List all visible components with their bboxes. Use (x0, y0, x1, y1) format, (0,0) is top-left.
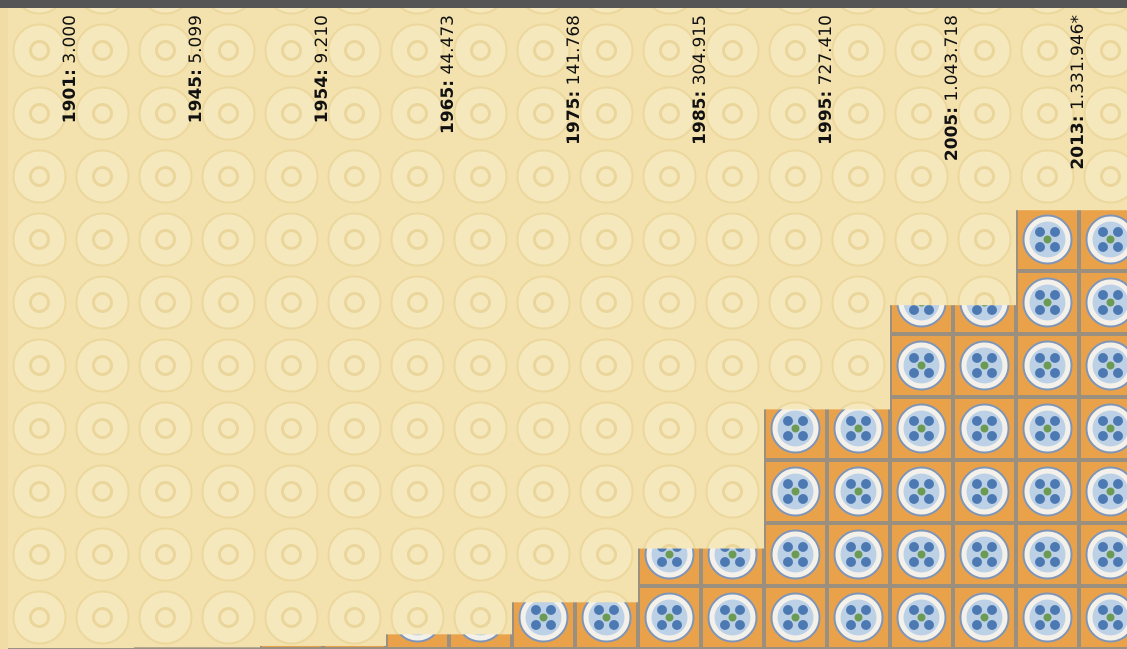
category-label: 1945: (186, 69, 206, 123)
bar-label: 2005: 1.043.718 (942, 15, 962, 161)
category-label: 2005: (942, 107, 962, 161)
bar (386, 634, 512, 649)
value-label: 304.915 (690, 15, 710, 85)
left-strip (0, 8, 8, 649)
bar-label: 1985: 304.915 (690, 15, 710, 145)
bar-label: 1954: 9.210 (312, 15, 332, 123)
bar (890, 305, 1016, 649)
value-label: 3.000 (60, 15, 80, 64)
bar (764, 409, 890, 649)
category-label: 1965: (438, 80, 458, 134)
value-label: 141.768 (564, 15, 584, 85)
category-label: 1975: (564, 91, 584, 145)
category-label: 1995: (816, 91, 836, 145)
value-label: 727.410 (816, 15, 836, 85)
bar-label: 1945: 5.099 (186, 15, 206, 123)
top-strip (0, 0, 1127, 8)
value-label: 1.043.718 (942, 15, 962, 102)
bar (512, 602, 638, 649)
chart: 1901: 3.000 1945: 5.099 1954: 9.210 1965: 4… (0, 0, 1127, 649)
bar-label: 1965: 44.473 (438, 15, 458, 134)
value-label: 1.331.946* (1068, 15, 1088, 110)
category-label: 2013: (1068, 115, 1088, 169)
page: 1901: 3.000 1945: 5.099 1954: 9.210 1965: 4… (0, 0, 1127, 649)
bar (1016, 210, 1127, 649)
category-label: 1985: (690, 91, 710, 145)
value-label: 44.473 (438, 15, 458, 74)
bar-label: 2013: 1.331.946* (1068, 15, 1088, 170)
bar-label: 1901: 3.000 (60, 15, 80, 123)
category-label: 1901: (60, 69, 80, 123)
bar-label: 1995: 727.410 (816, 15, 836, 145)
bar-label: 1975: 141.768 (564, 15, 584, 145)
bar (638, 549, 764, 649)
value-label: 5.099 (186, 15, 206, 64)
category-label: 1954: (312, 69, 332, 123)
value-label: 9.210 (312, 15, 332, 64)
